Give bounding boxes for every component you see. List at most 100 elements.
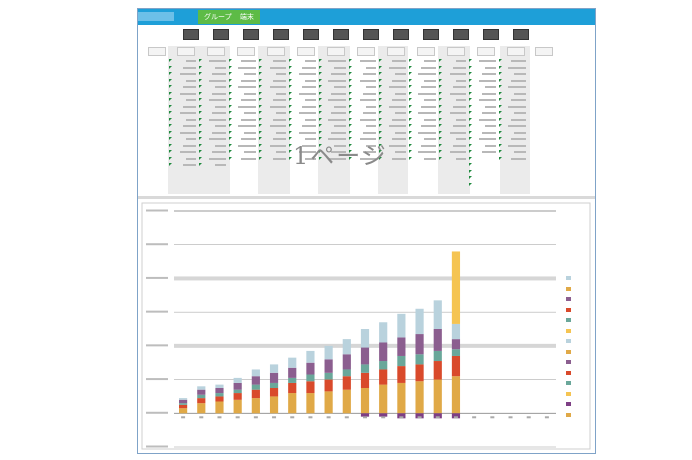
- bar-segment[interactable]: [251, 398, 260, 414]
- cell-value[interactable]: [363, 131, 376, 134]
- legend-item[interactable]: [566, 391, 573, 397]
- cell-value[interactable]: [453, 66, 466, 69]
- bar-segment[interactable]: [306, 350, 315, 363]
- bar-segment[interactable]: [342, 376, 351, 390]
- cell-error-flag[interactable]: [169, 111, 172, 114]
- cell-value[interactable]: [360, 60, 376, 62]
- cell-error-flag[interactable]: [349, 143, 352, 147]
- cell-value[interactable]: [366, 125, 376, 127]
- cell-value[interactable]: [366, 66, 376, 69]
- bar-segment[interactable]: [433, 300, 442, 329]
- cell-error-flag[interactable]: [469, 91, 472, 95]
- legend-item[interactable]: [566, 328, 573, 334]
- cell-value[interactable]: [485, 86, 496, 88]
- cell-value[interactable]: [514, 73, 526, 75]
- cell-error-flag[interactable]: [409, 104, 412, 108]
- cell-error-flag[interactable]: [499, 72, 502, 75]
- bar-segment[interactable]: [433, 413, 442, 419]
- cell-error-flag[interactable]: [499, 91, 502, 95]
- cell-value[interactable]: [270, 66, 286, 69]
- cell-error-flag[interactable]: [379, 85, 382, 88]
- cell-error-flag[interactable]: [319, 150, 322, 153]
- cell-error-flag[interactable]: [379, 65, 382, 69]
- column-filter-header[interactable]: [387, 47, 405, 56]
- legend-item[interactable]: [566, 370, 573, 376]
- cell-error-flag[interactable]: [439, 59, 442, 62]
- cell-value[interactable]: [241, 99, 256, 101]
- cell-error-flag[interactable]: [469, 156, 472, 160]
- cell-error-flag[interactable]: [409, 85, 412, 88]
- cell-value[interactable]: [389, 144, 406, 147]
- cell-error-flag[interactable]: [349, 156, 352, 160]
- bar-segment[interactable]: [288, 367, 297, 378]
- cell-value[interactable]: [482, 112, 496, 114]
- cell-error-flag[interactable]: [169, 72, 172, 75]
- cell-error-flag[interactable]: [259, 143, 262, 147]
- file-tab[interactable]: [138, 12, 174, 21]
- cell-error-flag[interactable]: [379, 150, 382, 153]
- cell-value[interactable]: [479, 79, 496, 82]
- bar-segment[interactable]: [233, 377, 242, 383]
- cell-error-flag[interactable]: [379, 137, 382, 140]
- column-filter-header[interactable]: [297, 47, 315, 56]
- cell-value[interactable]: [450, 151, 466, 153]
- cell-error-flag[interactable]: [229, 124, 232, 127]
- legend-item[interactable]: [566, 401, 573, 407]
- bar-segment[interactable]: [233, 393, 242, 400]
- cell-error-flag[interactable]: [199, 85, 202, 88]
- bar-segment[interactable]: [342, 389, 351, 414]
- cell-error-flag[interactable]: [229, 104, 232, 108]
- cell-error-flag[interactable]: [469, 163, 472, 166]
- bar-segment[interactable]: [397, 313, 406, 338]
- cell-error-flag[interactable]: [469, 59, 472, 62]
- cell-value[interactable]: [209, 99, 226, 101]
- cell-value[interactable]: [244, 92, 256, 95]
- cell-value[interactable]: [395, 73, 406, 75]
- cell-value[interactable]: [305, 138, 316, 140]
- cell-error-flag[interactable]: [289, 104, 292, 108]
- cell-error-flag[interactable]: [319, 143, 322, 147]
- cell-value[interactable]: [421, 66, 436, 69]
- bar-segment[interactable]: [179, 398, 188, 400]
- cell-value[interactable]: [511, 99, 526, 101]
- cell-value[interactable]: [270, 105, 286, 108]
- cell-value[interactable]: [183, 164, 196, 166]
- bar-segment[interactable]: [415, 308, 424, 335]
- column-header-icon[interactable]: [213, 29, 229, 40]
- cell-value[interactable]: [360, 138, 376, 140]
- cell-value[interactable]: [424, 60, 436, 62]
- cell-value[interactable]: [276, 92, 286, 95]
- cell-value[interactable]: [424, 138, 436, 140]
- cell-error-flag[interactable]: [439, 137, 442, 140]
- cell-error-flag[interactable]: [409, 117, 412, 121]
- cell-error-flag[interactable]: [319, 137, 322, 140]
- cell-value[interactable]: [186, 99, 196, 101]
- cell-value[interactable]: [183, 144, 196, 147]
- bar-segment[interactable]: [360, 388, 370, 414]
- cell-error-flag[interactable]: [469, 78, 472, 82]
- column-header-icon[interactable]: [363, 29, 379, 40]
- cell-value[interactable]: [186, 138, 196, 140]
- cell-value[interactable]: [418, 131, 436, 134]
- cell-value[interactable]: [482, 92, 496, 95]
- cell-error-flag[interactable]: [469, 143, 472, 147]
- cell-value[interactable]: [244, 112, 256, 114]
- cell-error-flag[interactable]: [439, 78, 442, 82]
- cell-error-flag[interactable]: [289, 156, 292, 160]
- bar-segment[interactable]: [415, 334, 424, 355]
- bar-segment[interactable]: [415, 364, 424, 382]
- cell-error-flag[interactable]: [259, 98, 262, 101]
- cell-error-flag[interactable]: [499, 124, 502, 127]
- bar-segment[interactable]: [215, 384, 224, 388]
- cell-error-flag[interactable]: [259, 124, 262, 127]
- cell-error-flag[interactable]: [229, 98, 232, 101]
- cell-value[interactable]: [273, 138, 286, 140]
- cell-value[interactable]: [209, 157, 226, 160]
- legend-item[interactable]: [566, 380, 573, 386]
- cell-error-flag[interactable]: [439, 156, 442, 160]
- cell-error-flag[interactable]: [469, 150, 472, 153]
- cell-error-flag[interactable]: [229, 137, 232, 140]
- cell-value[interactable]: [276, 151, 286, 153]
- cell-value[interactable]: [331, 92, 346, 95]
- cell-value[interactable]: [270, 144, 286, 147]
